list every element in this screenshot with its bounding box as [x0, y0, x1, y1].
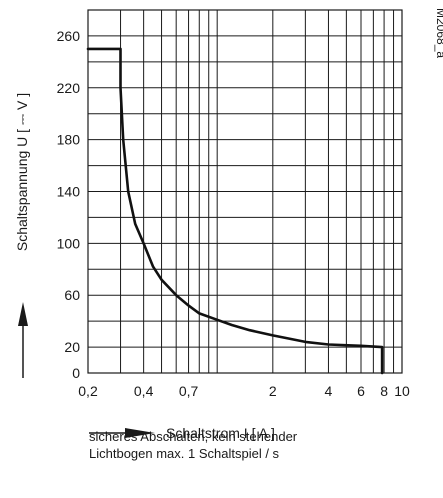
y-tick-label: 60 [64, 287, 80, 303]
y-tick-labels: 260 220 180 140 100 60 20 0 [57, 28, 81, 381]
y-axis-arrow [18, 302, 28, 378]
y-axis-title: Schaltspannung U [ ⎓ V ] [14, 93, 30, 251]
x-tick-label: 2 [269, 383, 277, 399]
footnote: sicheres Abschalten, kein stehender Lich… [89, 428, 297, 462]
x-tick-labels: 0,2 0,4 0,7 2 4 6 8 10 [78, 383, 410, 399]
y-tick-label: 260 [57, 28, 81, 44]
plot-frame [87, 9, 403, 374]
footnote-line: Lichtbogen max. 1 Schaltspiel / s [89, 446, 280, 461]
series-layer [86, 47, 384, 375]
x-tick-label: 10 [394, 383, 410, 399]
y-tick-label: 0 [72, 365, 80, 381]
y-tick-label: 140 [57, 184, 81, 200]
load-limit-curve [86, 47, 384, 375]
y-tick-label: 100 [57, 235, 81, 251]
x-tick-label: 4 [325, 383, 333, 399]
x-tick-label: 0,2 [78, 383, 98, 399]
figure-code: M2068_a [434, 8, 443, 58]
x-tick-label: 6 [357, 383, 365, 399]
x-tick-label: 8 [380, 383, 388, 399]
x-tick-label: 0,7 [179, 383, 199, 399]
footnote-line: sicheres Abschalten, kein stehender [89, 429, 298, 444]
chart-grid [88, 10, 402, 373]
y-tick-label: 20 [64, 339, 80, 355]
y-tick-label: 180 [57, 132, 81, 148]
x-tick-label: 0,4 [134, 383, 154, 399]
y-tick-label: 220 [57, 80, 81, 96]
x-axis-title: Schaltstrom I [ A ] [166, 425, 275, 441]
x-axis-arrow [89, 428, 155, 438]
